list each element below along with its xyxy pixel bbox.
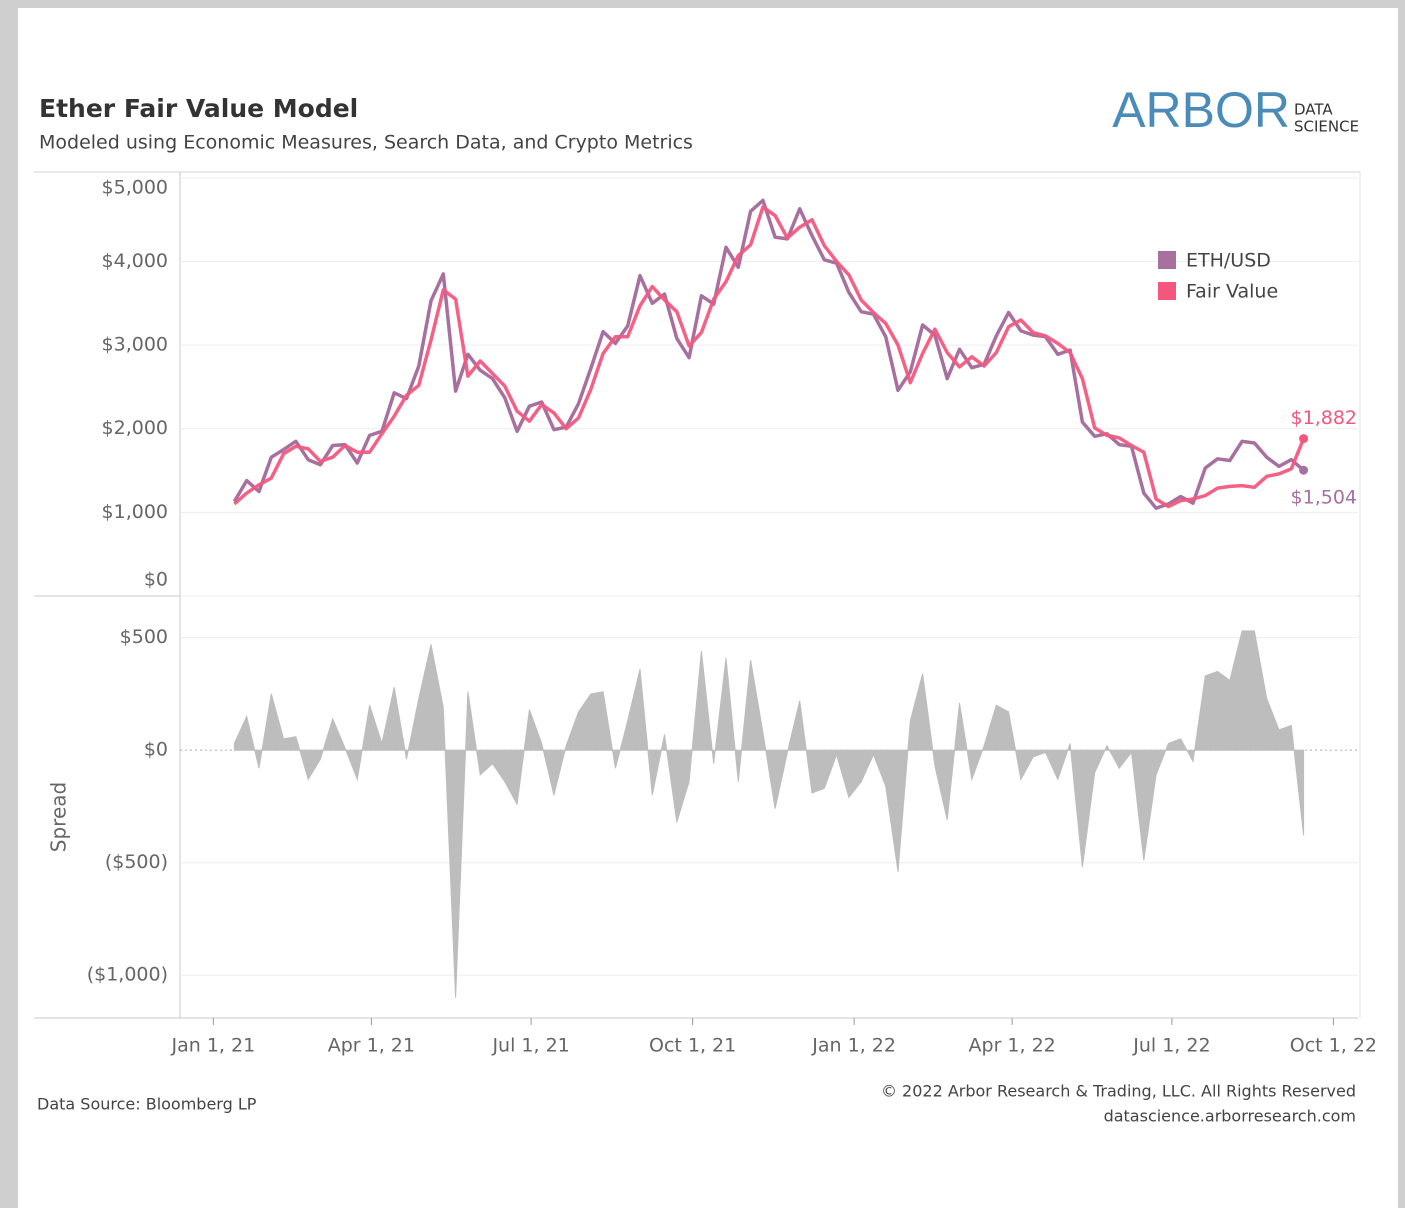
legend-label: Fair Value — [1186, 281, 1278, 303]
x-tick-label: Apr 1, 22 — [969, 1035, 1056, 1057]
y-tick-label: ($1,000) — [87, 964, 168, 986]
legend-swatch — [1158, 282, 1176, 300]
legend-swatch — [1158, 251, 1176, 269]
y-tick-label: $2,000 — [102, 417, 168, 439]
copyright: datascience.arborresearch.com — [1104, 1107, 1356, 1126]
logo-tag: SCIENCE — [1294, 118, 1359, 136]
y-tick-label: $3,000 — [102, 334, 168, 356]
y-tick-label: $0 — [144, 739, 168, 761]
panel — [18, 8, 1398, 1208]
x-tick-label: Jul 1, 21 — [491, 1035, 569, 1057]
y-tick-label: $5,000 — [102, 177, 168, 199]
copyright: © 2022 Arbor Research & Trading, LLC. Al… — [881, 1082, 1356, 1101]
x-tick-label: Oct 1, 22 — [1290, 1035, 1377, 1057]
end-dot — [1299, 434, 1309, 444]
x-tick-label: Jan 1, 22 — [811, 1035, 896, 1057]
logo-name: ARBOR — [1112, 82, 1290, 138]
end-dot — [1299, 465, 1309, 475]
y-axis-label: Spread — [47, 782, 71, 852]
x-tick-label: Apr 1, 21 — [328, 1035, 415, 1057]
chart-subtitle: Modeled using Economic Measures, Search … — [39, 132, 693, 154]
chart-title: Ether Fair Value Model — [39, 94, 358, 123]
legend-label: ETH/USD — [1186, 250, 1271, 272]
y-tick-label: $4,000 — [102, 250, 168, 272]
area — [233, 630, 1305, 998]
logo-tag: DATA — [1294, 101, 1333, 119]
y-tick-label: $0 — [144, 569, 168, 591]
x-tick-label: Jan 1, 21 — [171, 1035, 256, 1057]
value-label: $1,504 — [1291, 487, 1357, 509]
line — [232, 198, 1305, 510]
y-tick-label: ($500) — [105, 851, 168, 873]
source: Data Source: Bloomberg LP — [37, 1095, 257, 1114]
y-tick-label: $500 — [120, 626, 168, 648]
x-tick-label: Oct 1, 21 — [649, 1035, 736, 1057]
line — [233, 205, 1306, 509]
y-tick-label: $1,000 — [102, 501, 168, 523]
x-tick-label: Jul 1, 22 — [1132, 1035, 1210, 1057]
value-label: $1,882 — [1291, 407, 1357, 429]
